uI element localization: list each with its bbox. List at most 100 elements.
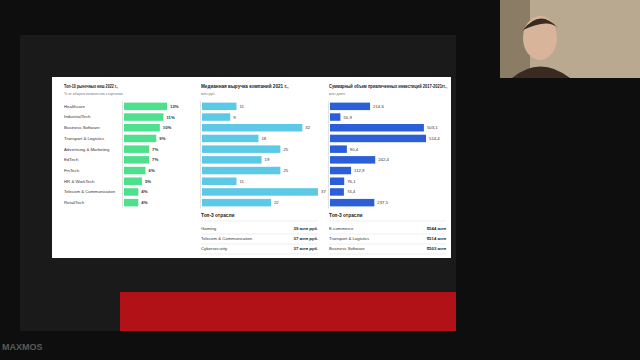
table: Топ-3 отраслиE-commerce$544 млнTransport… bbox=[329, 213, 446, 254]
tick-label: Healthcare bbox=[64, 104, 85, 109]
tick-label: HR & WorkTech bbox=[64, 179, 95, 184]
tick: Telecom & Communication bbox=[64, 189, 122, 194]
tick-label: IndustrialTech bbox=[64, 114, 91, 119]
table-cell: 37 млн руб. bbox=[294, 236, 318, 241]
data-label: 4% bbox=[141, 200, 147, 205]
chart: Суммарный объем привлеченных инвестиций … bbox=[328, 83, 448, 209]
data-label: 25 bbox=[283, 147, 288, 152]
logo: MAXMOS bbox=[2, 342, 43, 352]
table-cell: $514 млн bbox=[427, 236, 447, 241]
bar bbox=[330, 145, 347, 152]
tick: Healthcare bbox=[64, 104, 122, 109]
data-label: 90,4 bbox=[350, 147, 359, 152]
chart-subtitle: млн долл. bbox=[329, 92, 346, 96]
bar bbox=[202, 145, 280, 152]
table-cell: E-commerce bbox=[329, 226, 354, 231]
data-label: 74,4 bbox=[347, 189, 356, 194]
chart: Медианная выручка компаний 2021 г.,млн р… bbox=[200, 83, 326, 209]
data-label: 9 bbox=[233, 115, 236, 120]
axis-line bbox=[200, 102, 201, 209]
bar bbox=[330, 178, 344, 185]
table-row: Transport & Logistics $514 млн bbox=[329, 236, 446, 244]
bar bbox=[124, 156, 149, 163]
slide bbox=[20, 35, 456, 331]
tick: Transport & Logistics bbox=[64, 136, 122, 141]
y-axis bbox=[200, 102, 202, 209]
bar bbox=[330, 156, 375, 163]
bar bbox=[124, 178, 142, 185]
tick-label: EdTech bbox=[64, 157, 79, 162]
table-cell: 37 млн руб. bbox=[294, 246, 318, 251]
webcam-bg bbox=[500, 0, 640, 78]
tick-label: Business Software bbox=[64, 125, 100, 130]
table-cell: 39 млн руб. bbox=[294, 226, 318, 231]
background bbox=[0, 0, 640, 360]
tick-label: FinTech bbox=[64, 168, 80, 173]
data-labels: 12%11%10%9%7%7%6%5%4%4% bbox=[141, 104, 178, 205]
table-rule bbox=[201, 221, 318, 222]
table-rule bbox=[329, 244, 446, 245]
bar bbox=[330, 124, 424, 131]
chart-title: Суммарный объем привлеченных инвестиций … bbox=[329, 83, 448, 89]
table-rule bbox=[201, 234, 318, 235]
data-label: 237,5 bbox=[377, 200, 388, 205]
bar bbox=[202, 188, 318, 195]
tick: RetailTech bbox=[64, 200, 122, 205]
bar bbox=[330, 167, 351, 174]
data-label: 11% bbox=[166, 115, 175, 120]
tick-label: Transport & Logistics bbox=[64, 136, 104, 141]
table-rule bbox=[329, 221, 446, 222]
bar bbox=[330, 113, 340, 120]
data-label: 112,9 bbox=[354, 168, 365, 173]
table-row: Telecom & Communication 37 млн руб. bbox=[201, 236, 318, 244]
tick-label: RetailTech bbox=[64, 200, 85, 205]
data-labels: 214,655,9503,1514,490,4242,4112,976,174,… bbox=[343, 104, 440, 205]
tick: Advertising & Marketing bbox=[64, 147, 122, 152]
chart: Топ-10 рыночных ниш 2022 г., % от общего … bbox=[64, 84, 179, 209]
table-cell: Cybersecurity bbox=[201, 246, 228, 251]
bar bbox=[330, 188, 344, 195]
table-cell: Telecom & Communication bbox=[201, 236, 253, 241]
tick: Business Software bbox=[64, 125, 122, 130]
table-cell: Transport & Logistics bbox=[329, 236, 369, 241]
bar bbox=[330, 103, 370, 110]
table: Топ-3 отраслиGaming39 млн руб.Telecom & … bbox=[201, 213, 318, 254]
tick: HR & WorkTech bbox=[64, 179, 122, 184]
data-label: 12% bbox=[170, 104, 179, 109]
axis-line bbox=[122, 102, 123, 209]
bar bbox=[202, 156, 262, 163]
bar bbox=[202, 135, 258, 142]
data-label: 11 bbox=[239, 104, 244, 109]
data-label: 22 bbox=[274, 200, 279, 205]
data-label: 5% bbox=[145, 179, 151, 184]
data-label: 37 bbox=[321, 189, 326, 194]
bar bbox=[202, 178, 236, 185]
bars bbox=[330, 103, 426, 207]
bar bbox=[202, 113, 230, 120]
data-labels: 1193218251925113722 bbox=[233, 104, 326, 205]
data-label: 7% bbox=[152, 157, 158, 162]
table-rule bbox=[201, 254, 318, 255]
table-rule bbox=[329, 254, 446, 255]
table-cell: Business Software bbox=[329, 246, 365, 251]
y-axis bbox=[328, 102, 330, 209]
bar bbox=[202, 124, 302, 131]
chart-title: Топ-10 рыночных ниш 2022 г., bbox=[64, 84, 119, 89]
data-label: 214,6 bbox=[373, 104, 384, 109]
data-label: 9% bbox=[159, 136, 165, 141]
bar bbox=[330, 199, 374, 206]
table-row: Gaming39 млн руб. bbox=[201, 226, 318, 234]
chart-subtitle: % от общего количества стартапов bbox=[64, 92, 123, 96]
slide-view: MAXMOS Топ-10 рыночных ниш 2022 г., % от о… bbox=[0, 0, 640, 360]
bar bbox=[124, 113, 163, 120]
bar bbox=[124, 167, 146, 174]
tick: IndustrialTech bbox=[64, 114, 122, 119]
bars bbox=[202, 103, 318, 207]
y-axis: Healthcare IndustrialTech Business Softwar… bbox=[64, 102, 123, 209]
webcam bbox=[500, 0, 640, 78]
data-label: 4% bbox=[141, 189, 147, 194]
chart-title: Медианная выручка компаний 2021 г., bbox=[201, 83, 289, 89]
webcam-body bbox=[512, 67, 570, 79]
data-label: 10% bbox=[163, 125, 172, 130]
bar bbox=[124, 145, 149, 152]
